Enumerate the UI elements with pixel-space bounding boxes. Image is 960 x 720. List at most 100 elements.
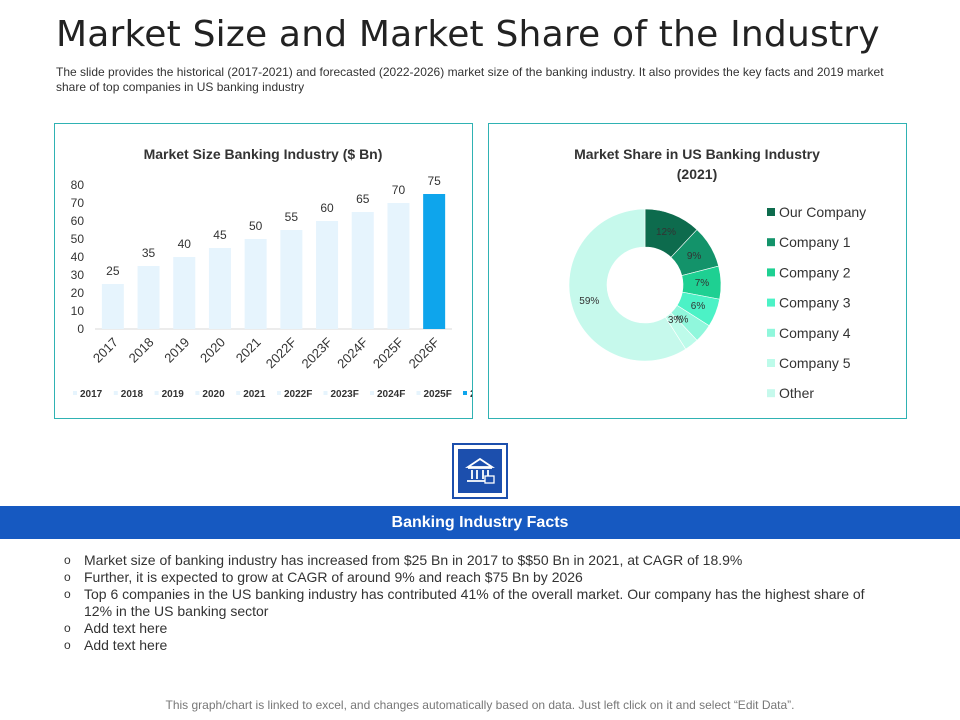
y-tick-label: 50 (71, 232, 85, 246)
legend-item: 2019 (162, 389, 185, 400)
legend-swatch (236, 391, 241, 395)
bar-2020 (208, 248, 231, 329)
legend-item: 2024F (377, 389, 405, 400)
donut-data-label: 12% (656, 227, 676, 238)
legend-swatch (73, 391, 77, 395)
y-tick-label: 40 (71, 250, 85, 264)
x-tick-label: 2021 (233, 335, 264, 366)
x-tick-label: 2025F (370, 334, 407, 371)
legend-item: 2023F (331, 389, 359, 400)
market-share-donut-chart[interactable]: Market Share in US Banking Industry (2021… (489, 124, 906, 418)
legend-item: Company 2 (779, 264, 851, 280)
bar-data-label: 40 (178, 237, 192, 251)
x-tick-label: 2024F (334, 334, 371, 371)
bar-2024F (351, 212, 374, 329)
bar-2018 (137, 266, 160, 329)
bar-2025F (387, 203, 410, 329)
market-size-chart-panel[interactable]: Market Size Banking Industry ($ Bn) 0 10 20… (54, 123, 499, 419)
facts-list: Market size of banking industry has incr… (64, 552, 894, 654)
fact-item: Add text here (64, 637, 894, 654)
bar-data-label: 65 (356, 192, 370, 206)
bar-chart-title: Market Size Banking Industry ($ Bn) (144, 146, 383, 162)
legend-item: 2017 (80, 389, 103, 400)
pie-chart-title: (2021) (677, 166, 717, 182)
legend-item: Company 3 (779, 295, 851, 311)
legend-item: Other (779, 385, 814, 401)
market-share-chart-panel[interactable]: Market Share in US Banking Industry (2021… (488, 123, 907, 419)
donut-slice-other (568, 208, 687, 362)
donut-data-label: 9% (687, 251, 702, 262)
x-tick-label: 2019 (161, 335, 192, 366)
fact-item: Add text here (64, 620, 894, 637)
legend-swatch (416, 391, 421, 395)
legend-swatch (767, 389, 775, 398)
page-title: Market Size and Market Share of the Indu… (56, 14, 880, 55)
x-tick-label: 2018 (126, 335, 157, 366)
legend-swatch (195, 391, 200, 395)
y-tick-label: 10 (71, 304, 85, 318)
y-tick-label: 30 (71, 268, 85, 282)
fact-item: Top 6 companies in the US banking indust… (64, 586, 894, 620)
legend-item: 2021 (243, 389, 266, 400)
bar-2022F (280, 230, 303, 329)
legend-item: 2018 (121, 389, 144, 400)
donut-data-label: 59% (579, 296, 599, 307)
bar-data-label: 25 (106, 264, 120, 278)
bar-data-label: 75 (427, 174, 441, 188)
legend-swatch (370, 391, 374, 395)
legend-swatch (154, 391, 159, 395)
bar-data-label: 70 (392, 183, 406, 197)
footer-note: This graph/chart is linked to excel, and… (165, 698, 795, 712)
legend-swatch (767, 298, 775, 307)
bar-2026F (423, 194, 446, 329)
legend-swatch (767, 359, 775, 367)
donut-data-label: 6% (691, 301, 706, 312)
y-tick-label: 80 (71, 178, 85, 192)
donut-data-label: 4% (674, 314, 689, 325)
bar-2021 (244, 239, 267, 329)
legend-item: 2022F (284, 389, 312, 400)
legend-item: Our Company (779, 204, 866, 220)
donut-data-label: 3% (668, 315, 683, 326)
bar-data-label: 50 (249, 219, 263, 233)
bar-2023F (316, 221, 339, 329)
bar-data-label: 35 (142, 246, 156, 260)
y-tick-label: 20 (71, 286, 85, 300)
x-tick-label: 2020 (197, 335, 228, 366)
bar-data-label: 60 (320, 201, 334, 215)
bar-2017 (101, 284, 124, 329)
bar-2019 (173, 257, 196, 329)
x-tick-label: 2023F (298, 334, 335, 371)
bank-icon-box (452, 443, 508, 499)
fact-item: Further, it is expected to grow at CAGR … (64, 569, 894, 586)
facts-banner: Banking Industry Facts (0, 506, 960, 539)
bar-data-label: 45 (213, 228, 227, 242)
legend-item: Company 4 (779, 325, 851, 341)
legend-item: Company 5 (779, 355, 851, 371)
legend-item: 2025F (424, 389, 452, 400)
y-tick-label: 70 (71, 196, 85, 210)
legend-swatch (323, 391, 328, 395)
legend-swatch (277, 391, 281, 395)
legend-swatch (767, 208, 775, 216)
bar-data-label: 55 (285, 210, 299, 224)
x-tick-label: 2017 (90, 335, 121, 366)
donut-data-label: 7% (695, 278, 710, 289)
legend-swatch (463, 391, 467, 395)
x-tick-label: 2026F (406, 334, 443, 371)
bank-icon (458, 449, 502, 493)
market-size-bar-chart[interactable]: Market Size Banking Industry ($ Bn) 0 10 20… (55, 124, 499, 418)
x-tick-label: 2022F (263, 334, 300, 371)
legend-swatch (767, 268, 775, 277)
legend-swatch (113, 391, 118, 395)
legend-swatch (767, 238, 775, 247)
legend-item: Company 1 (779, 234, 851, 250)
page-subtitle: The slide provides the historical (2017-… (56, 65, 884, 94)
fact-item: Market size of banking industry has incr… (64, 552, 894, 569)
legend-item: 2020 (202, 389, 225, 400)
y-tick-label: 60 (71, 214, 85, 228)
y-tick-label: 0 (77, 322, 84, 336)
legend-item: 2026F (470, 389, 472, 400)
pie-chart-title: Market Share in US Banking Industry (574, 146, 820, 162)
legend-swatch (767, 328, 775, 337)
